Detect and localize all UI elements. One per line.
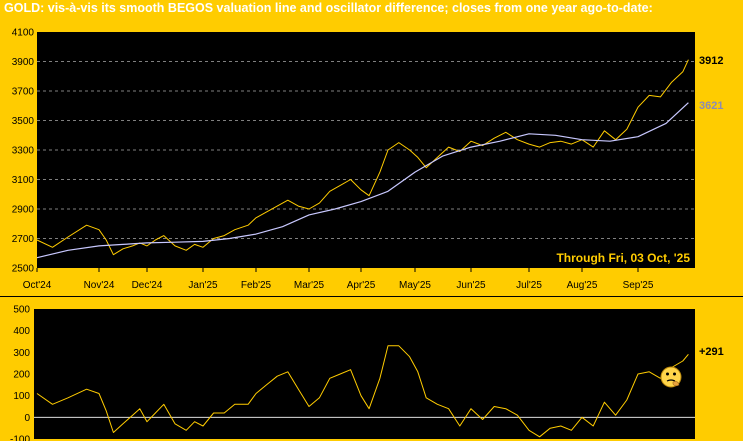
price-grid (37, 61, 695, 239)
last-oscillator-label: +291 (699, 346, 724, 358)
price-y-tick-label: 2900 (12, 205, 35, 216)
price-series (36, 59, 689, 259)
price-x-tick-label: Jul'25 (516, 280, 542, 291)
price-y-tick-label: 3700 (12, 87, 35, 98)
oscillator-y-tick-label: 500 (13, 305, 30, 316)
valuation-line (36, 102, 689, 259)
price-y-tick-label: 3500 (12, 116, 35, 127)
last-price-label: 3912 (699, 55, 723, 67)
price-x-tick-label: Aug'25 (567, 280, 598, 291)
price-x-tick-label: Feb'25 (241, 280, 272, 291)
price-y-tick-label: 2500 (12, 264, 35, 275)
price-y-tick-label: 3300 (12, 146, 35, 157)
price-x-tick-label: Jan'25 (188, 280, 218, 291)
oscillator-y-tick-label: 200 (13, 370, 30, 381)
price-x-tick-label: Jun'25 (456, 280, 486, 291)
price-x-tick-label: Dec'24 (132, 280, 163, 291)
oscillator-y-tick-label: 100 (13, 391, 30, 402)
price-y-tick-label: 2700 (12, 234, 35, 245)
price-y-tick-label: 3900 (12, 57, 35, 68)
price-x-tick-label: Apr'25 (347, 280, 376, 291)
price-x-tick-label: Oct'24 (23, 280, 52, 291)
oscillator-line (36, 345, 689, 438)
through-date-annotation: Through Fri, 03 Oct, '25 (556, 251, 690, 265)
oscillator-y-tick-label: 400 (13, 326, 30, 337)
thinking-face-icon (660, 366, 682, 388)
oscillator-series (36, 345, 689, 438)
oscillator-y-axis: -100 0 100 200 300 400 500 (10, 305, 30, 441)
oscillator-y-tick-label: -100 (10, 435, 30, 441)
price-x-tick-label: Nov'24 (84, 280, 115, 291)
chart-title: GOLD: vis-à-vis its smooth BEGOS valuati… (4, 1, 653, 15)
price-x-tick-label: Sep'25 (623, 280, 654, 291)
price-y-tick-label: 3100 (12, 175, 35, 186)
oscillator-y-tick-label: 0 (24, 413, 30, 424)
divider-line (0, 296, 743, 297)
oscillator-y-tick-label: 300 (13, 348, 30, 359)
last-valuation-label: 3621 (699, 100, 723, 112)
price-y-axis: 2500 2700 2900 3100 3300 3500 3700 3900 4100 (12, 28, 35, 275)
price-x-tick-label: May'25 (399, 280, 431, 291)
price-y-tick-label: 4100 (12, 28, 35, 39)
price-x-tick-label: Mar'25 (294, 280, 325, 291)
gold-price-line (36, 59, 689, 256)
price-x-axis: Oct'24 Nov'24 Dec'24 Jan'25 Feb'25 Mar'25 Apr'… (23, 268, 654, 291)
